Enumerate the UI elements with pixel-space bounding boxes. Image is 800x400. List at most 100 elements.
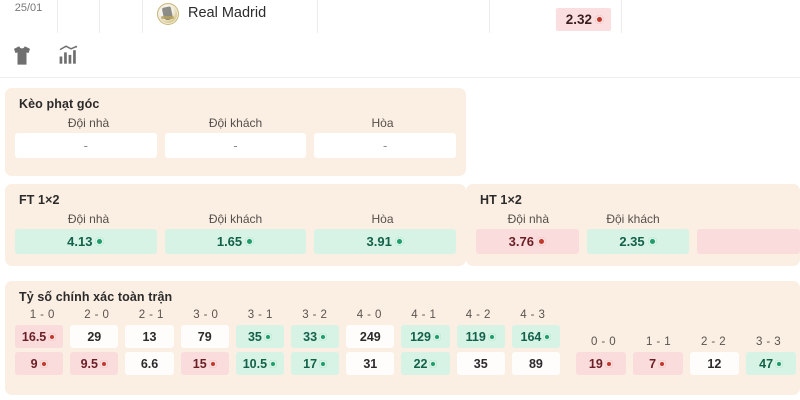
score-main-r2-cell[interactable]: 9: [15, 352, 64, 375]
score-main-r1-cell[interactable]: 35: [235, 325, 285, 348]
odds-value: 35: [473, 356, 488, 371]
team-name: Real Madrid: [188, 4, 267, 21]
trend-up-icon: [269, 359, 278, 368]
score-main-r1-cell[interactable]: 129: [401, 325, 450, 348]
score-main-header-3-0: 3 - 0: [193, 309, 219, 321]
score-grid-main: 1 - 0 2 - 0 2 - 1 3 - 0 3 - 1 3 - 2 4 - 0 4 - 1…: [5, 304, 570, 375]
score-main-r2-cell[interactable]: 35: [456, 352, 505, 375]
ht-panel-title: HT 1×2: [480, 193, 522, 207]
ft-away-odds: 1.65: [216, 234, 243, 249]
score-main-row-2: 9 9.5 6.6 15 10.5 17 31 22 35 89: [5, 348, 570, 375]
ht-away-odds: 2.35: [619, 234, 645, 249]
corner-value-draw[interactable]: -: [314, 133, 457, 158]
ht-header-home: Đội nhà: [507, 212, 550, 226]
ft-value-away[interactable]: 1.65: [164, 229, 307, 254]
odds-value: 164: [520, 329, 542, 344]
score-main-r1-cell[interactable]: 33: [291, 325, 340, 348]
odds-value: 35: [247, 329, 262, 344]
odds-value: 7: [649, 356, 657, 371]
ft-header-draw: Hòa: [371, 212, 394, 226]
score-side-header-1-1: 1 - 1: [645, 336, 671, 348]
odds-value: 89: [528, 356, 543, 371]
score-main-r1-cell[interactable]: 164: [511, 325, 561, 348]
ht-home-odds: 3.76: [508, 234, 534, 249]
real-madrid-crest-icon: [157, 2, 179, 25]
odds-value: 15: [192, 356, 207, 371]
ht-value-home[interactable]: 3.76: [476, 229, 579, 254]
score-main-r1-cell[interactable]: 13: [125, 325, 174, 348]
score-main-r2-cell[interactable]: 9.5: [70, 352, 119, 375]
corner-panel-title: Kèo phạt góc: [19, 97, 100, 111]
trend-up-icon: [319, 332, 328, 341]
ht-value-draw[interactable]: [697, 229, 800, 254]
odds-value: 22: [413, 356, 428, 371]
odds-value: 10.5: [242, 356, 268, 371]
score-main-r1-cell[interactable]: 249: [346, 325, 395, 348]
ht-header-row: Đội nhà Đội khách: [466, 212, 800, 229]
ht-value-row: 3.76 2.35: [466, 229, 800, 265]
trend-up-icon: [647, 237, 657, 246]
score-main-r2-cell[interactable]: 15: [180, 352, 229, 375]
odds-value: 29: [87, 329, 102, 344]
score-main-r1-cell[interactable]: 29: [70, 325, 119, 348]
view-toolbar: [0, 33, 800, 78]
match-date: 25/01: [14, 1, 43, 14]
odds-value: 13: [142, 329, 157, 344]
ft-value-draw[interactable]: 3.91: [314, 229, 457, 254]
stats-bar-chart-icon[interactable]: [55, 42, 81, 68]
score-main-header-4-1: 4 - 1: [411, 309, 437, 321]
ht-header-away: Đội khách: [606, 212, 660, 226]
ft-panel-title: FT 1×2: [19, 193, 60, 207]
odds-value: 33: [303, 329, 318, 344]
odds-value: 12: [707, 356, 722, 371]
score-main-header-4-0: 4 - 0: [356, 309, 382, 321]
ft-value-home[interactable]: 4.13: [15, 229, 157, 254]
score-side-r1-cell[interactable]: 7: [632, 352, 683, 375]
score-main-row-1: 16.5 29 13 79 35 33 249 129 119 164: [5, 321, 570, 348]
trend-down-icon: [595, 15, 604, 24]
corner-value-home[interactable]: -: [15, 133, 157, 158]
score-side-r1-cell[interactable]: 12: [689, 352, 740, 375]
score-main-r2-cell[interactable]: 17: [291, 352, 340, 375]
score-main-header-3-2: 3 - 2: [302, 309, 328, 321]
score-main-r2-cell[interactable]: 22: [401, 352, 450, 375]
score-main-header-3-1: 3 - 1: [247, 309, 273, 321]
score-main-header-2-0: 2 - 0: [84, 309, 110, 321]
trend-up-icon: [319, 359, 328, 368]
score-main-r2-cell[interactable]: 6.6: [125, 352, 174, 375]
jersey-icon[interactable]: [9, 42, 35, 68]
score-side-r1-cell[interactable]: 47: [746, 352, 796, 375]
trend-down-icon: [39, 359, 48, 368]
score-side-r1-cell[interactable]: 19: [576, 352, 626, 375]
odds-value: 16.5: [21, 329, 47, 344]
odds-value: 249: [359, 329, 381, 344]
ft-home-odds: 4.13: [67, 234, 93, 249]
ft-header-away: Đội khách: [208, 212, 263, 226]
trend-up-icon: [775, 359, 784, 368]
corner-header-home: Đội nhà: [67, 116, 110, 130]
score-main-r1-cell[interactable]: 119: [456, 325, 505, 348]
odds-value: 9: [30, 356, 38, 371]
score-main-r2-cell[interactable]: 31: [346, 352, 395, 375]
score-main-r2-cell[interactable]: 10.5: [235, 352, 285, 375]
trend-down-icon: [208, 359, 217, 368]
score-main-r1-cell[interactable]: 79: [180, 325, 229, 348]
odds-value: 17: [303, 356, 318, 371]
score-side-header-0-0: 0 - 0: [590, 336, 616, 348]
trend-up-icon: [263, 332, 272, 341]
ht-1x2-panel: HT 1×2 Đội nhà Đội khách 3.76 2.35: [466, 184, 800, 266]
score-main-r2-cell[interactable]: 89: [511, 352, 561, 375]
odds-pill[interactable]: 2.32: [555, 8, 611, 31]
match-row[interactable]: 25/01 Real Madrid 2.32: [0, 0, 800, 34]
trend-down-icon: [100, 359, 108, 368]
trend-up-icon: [245, 237, 255, 246]
score-main-r1-cell[interactable]: 16.5: [15, 325, 64, 348]
match-odds-cell[interactable]: 2.32: [490, 0, 622, 33]
ht-value-away[interactable]: 2.35: [586, 229, 690, 254]
ft-1x2-panel: FT 1×2 Đội nhà Đội khách Hòa 4.13 1.65 3…: [5, 184, 466, 266]
corner-odds-panel: Kèo phạt góc Đội nhà Đội khách Hòa - - -: [5, 88, 466, 176]
team-cell[interactable]: Real Madrid: [143, 0, 318, 33]
trend-down-icon: [604, 359, 613, 368]
corner-value-away[interactable]: -: [164, 133, 307, 158]
